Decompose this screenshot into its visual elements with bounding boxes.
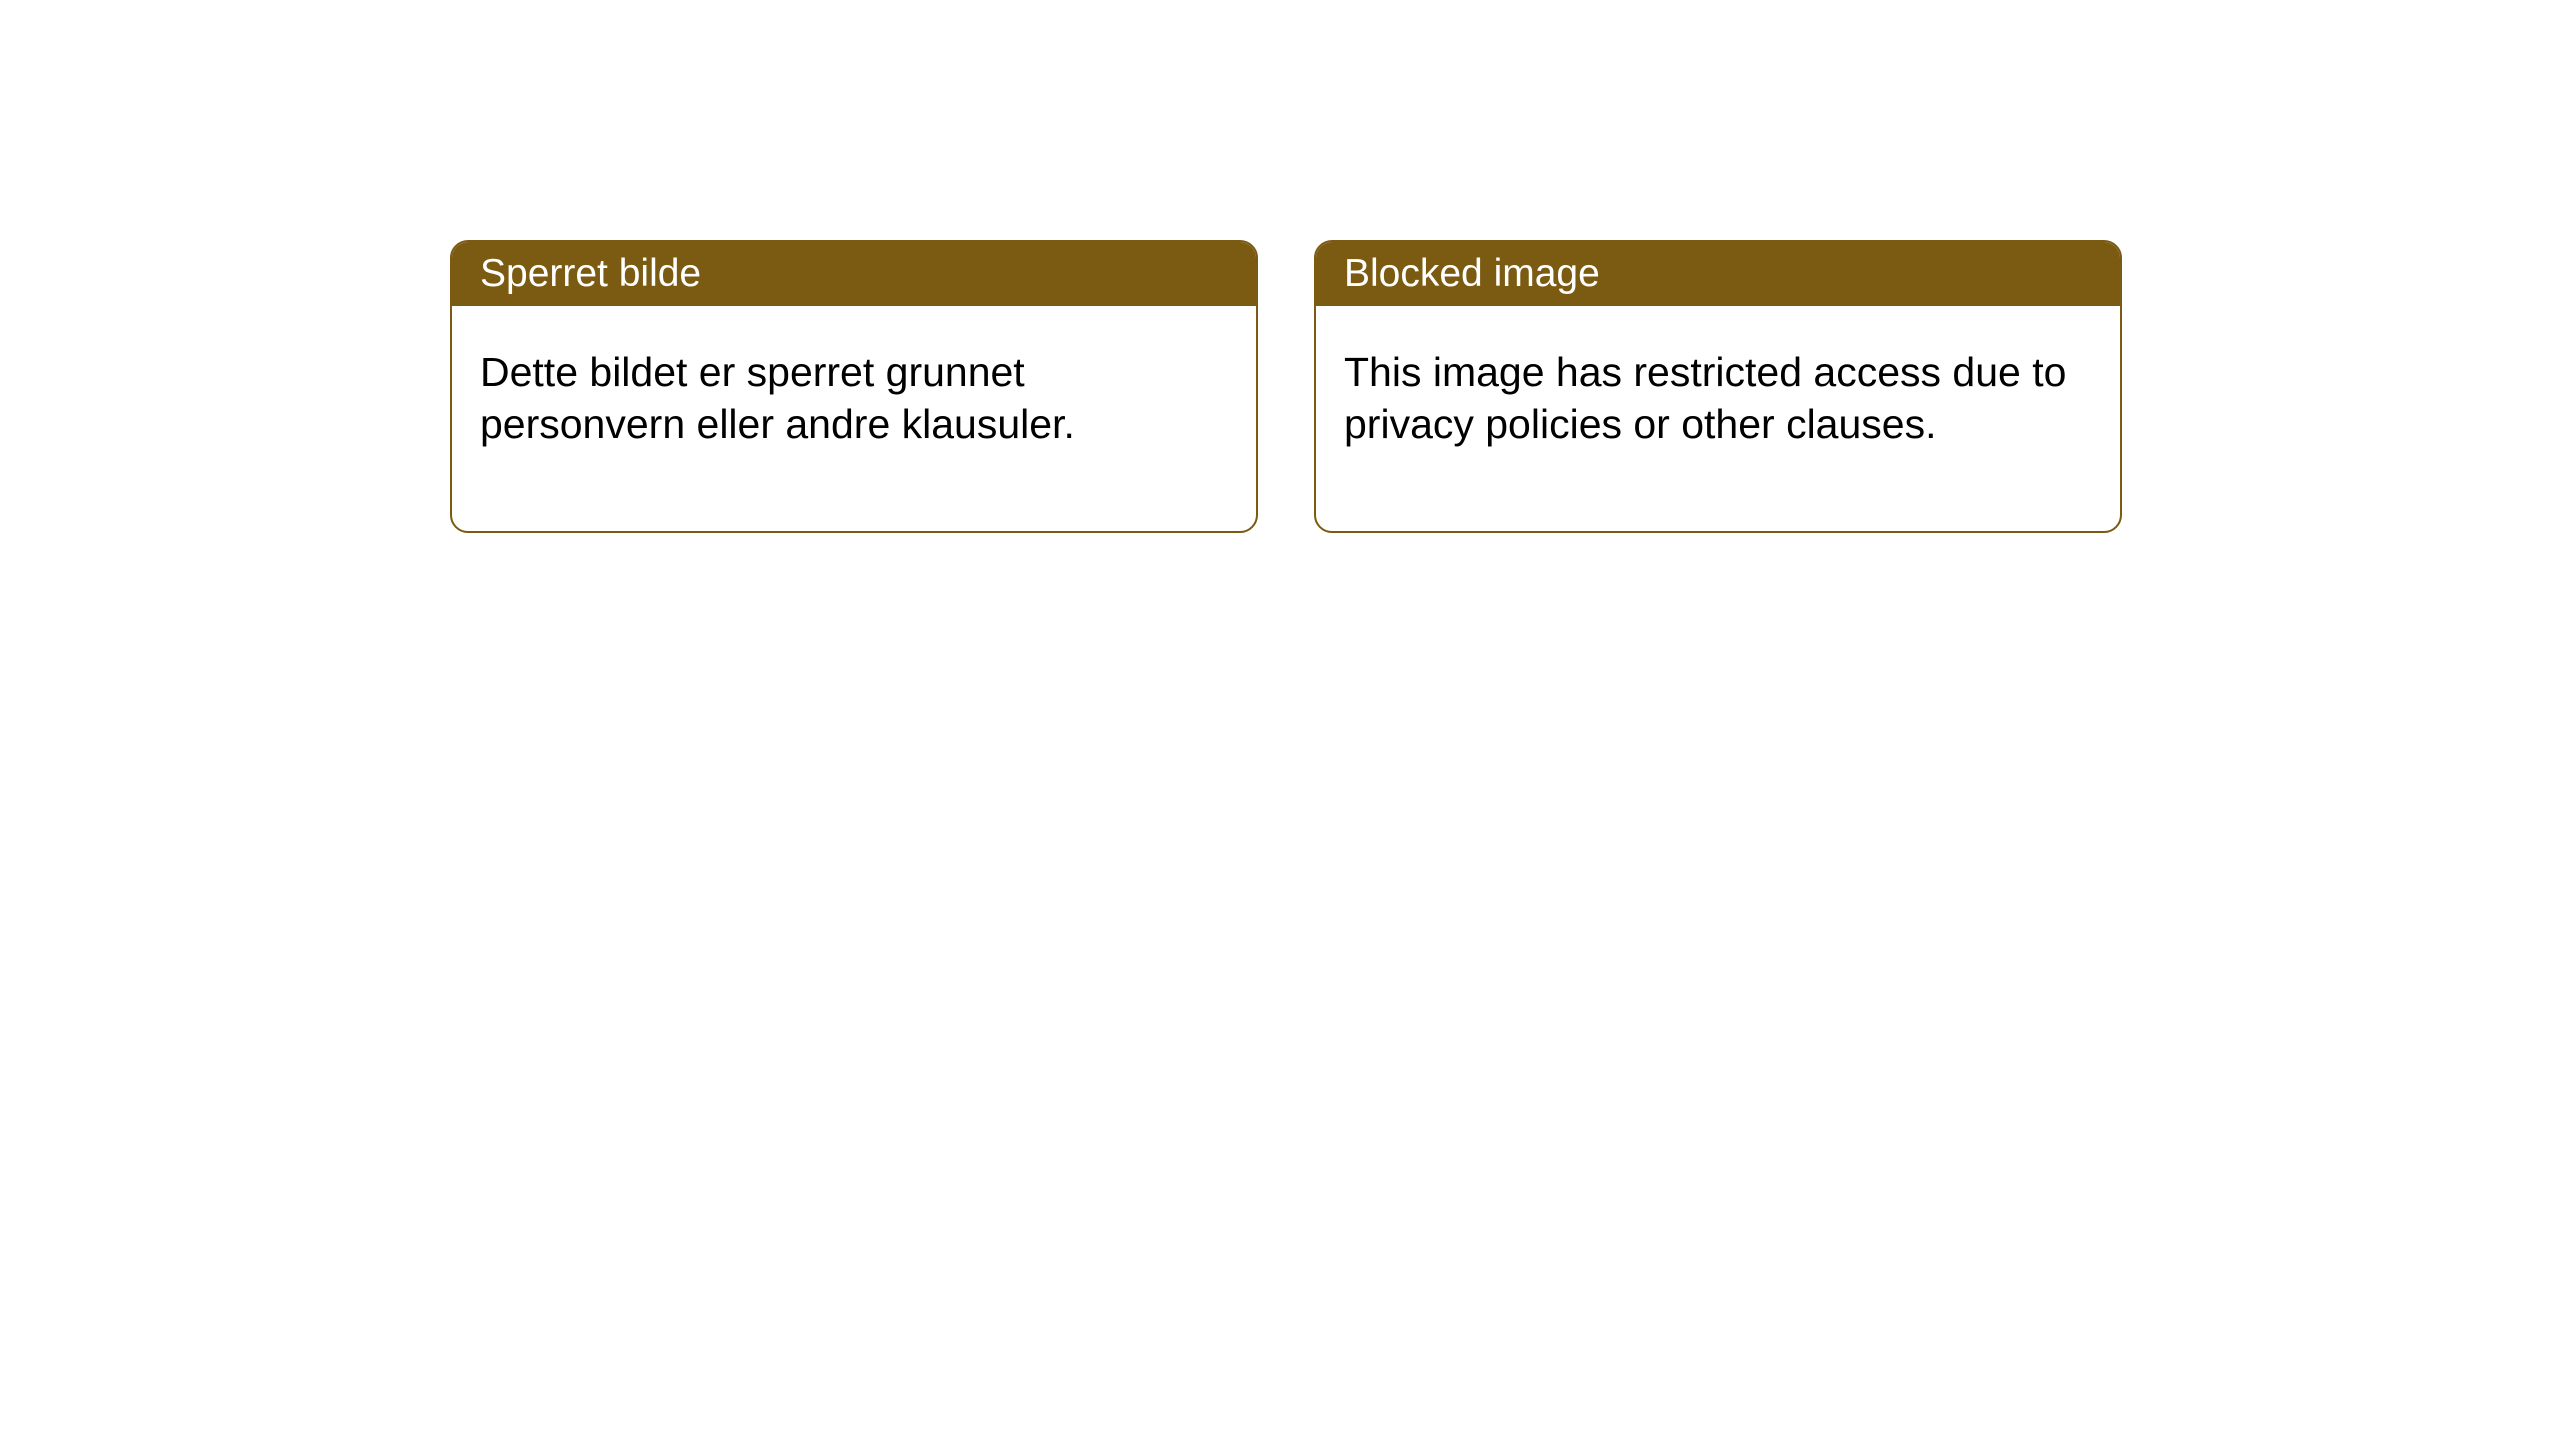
card-body-text: This image has restricted access due to … xyxy=(1344,349,2066,447)
blocked-image-card-english: Blocked image This image has restricted … xyxy=(1314,240,2122,533)
card-header: Sperret bilde xyxy=(452,242,1256,306)
card-header: Blocked image xyxy=(1316,242,2120,306)
card-body: Dette bildet er sperret grunnet personve… xyxy=(452,306,1256,531)
card-title: Blocked image xyxy=(1344,252,1600,295)
card-body: This image has restricted access due to … xyxy=(1316,306,2120,531)
notice-cards-container: Sperret bilde Dette bildet er sperret gr… xyxy=(0,0,2560,533)
card-title: Sperret bilde xyxy=(480,252,701,295)
card-body-text: Dette bildet er sperret grunnet personve… xyxy=(480,349,1075,447)
blocked-image-card-norwegian: Sperret bilde Dette bildet er sperret gr… xyxy=(450,240,1258,533)
